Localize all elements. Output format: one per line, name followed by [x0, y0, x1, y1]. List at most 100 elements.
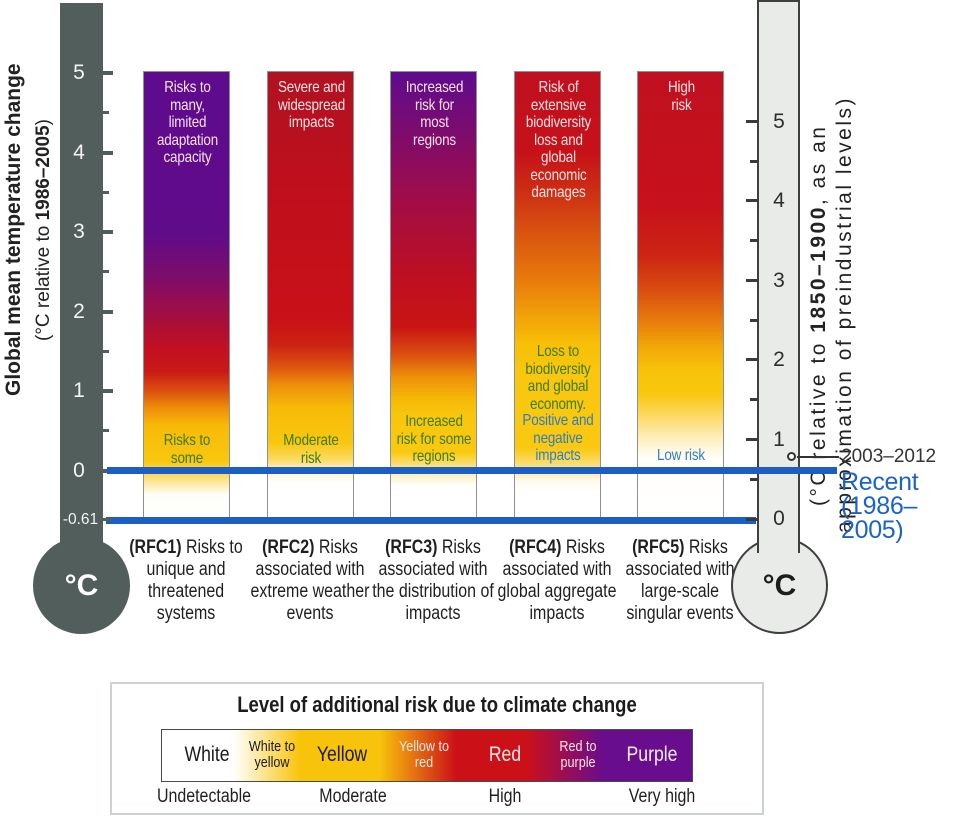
legend-scale-label-yellow: Yellow	[316, 743, 368, 766]
ember-rfc4: Risk of extensive biodiversity loss and …	[514, 71, 601, 520]
left-axis-subtitle-suffix: )	[33, 119, 54, 126]
legend-level-label-high: High	[488, 786, 522, 807]
caption-rfc4: (RFC4) Risks associated with global aggr…	[494, 537, 620, 625]
right-tick-major	[746, 438, 758, 441]
legend-scale-label-purple: Purple	[626, 743, 678, 766]
ember-rfc3-mid-label: Increased risk for some regions	[396, 413, 472, 465]
ember-rfc2-top-label: Severe and widespread impacts	[277, 79, 346, 131]
ember-rfc2: Severe and widespread impacts Moderate r…	[267, 71, 354, 520]
legend-scale-label-red: Red	[488, 743, 522, 766]
ember-rfc5: High risk Low risk	[637, 71, 724, 520]
legend-title: Level of additional risk due to climate …	[237, 692, 637, 717]
caption-rfc3-text: Risks associated with the distribution o…	[372, 537, 494, 624]
marker-2003-2012-dot	[787, 452, 796, 461]
right-tick-major	[746, 279, 758, 282]
ember-rfc3: Increased risk for most regions Increase…	[390, 71, 477, 520]
ember-rfc4-mid-label-green: Loss to biodiversity and global economy.	[525, 343, 591, 413]
right-tick-major	[746, 199, 758, 202]
right-tick-major	[746, 120, 758, 123]
marker-2003-2012-label: 2003–2012	[841, 446, 937, 467]
left-tick-major	[102, 310, 113, 314]
legend-level-label-moderate: Moderate	[319, 786, 387, 807]
left-axis-subtitle: (°C relative to 1986–2005)	[33, 60, 59, 400]
left-tick-minor	[102, 111, 109, 114]
ember-rfc2-mid-label: Moderate risk	[283, 432, 339, 467]
caption-rfc3: (RFC3) Risks associated with the distrib…	[370, 537, 496, 625]
ember-rfc1-mid-label: Risks to some	[163, 432, 211, 467]
left-axis-subtitle-prefix: (°C relative to	[33, 220, 54, 342]
left-thermometer-stem	[60, 3, 103, 560]
right-tick-label: 4	[773, 189, 785, 212]
marker-2003-2012-connector	[797, 456, 839, 458]
left-tick-minor	[102, 350, 109, 353]
right-tick-minor	[750, 239, 758, 242]
ember-rfc1: Risks to many, limited adaptation capaci…	[143, 71, 230, 520]
legend-level-label-undetectable: Undetectable	[156, 786, 252, 807]
right-tick-label: 1	[773, 428, 785, 451]
right-thermometer-unit: °C	[762, 568, 797, 602]
right-thermometer-stem	[757, 0, 800, 553]
ember-rfc5-top-label: High risk	[668, 79, 695, 114]
caption-rfc4-tag: (RFC4)	[509, 537, 562, 558]
caption-rfc1-text: Risks to unique and threatened systems	[146, 537, 243, 624]
ember-rfc3-top-label: Increased risk for most regions	[405, 79, 464, 149]
left-tick-label: 0	[73, 459, 85, 482]
right-tick-minor	[750, 398, 758, 401]
left-tick-label: 4	[73, 141, 85, 164]
legend-gradient-bar	[161, 729, 693, 782]
right-tick-major	[746, 358, 758, 361]
left-tick-label: 2	[73, 300, 85, 323]
left-tick-label: 1	[73, 379, 85, 402]
ember-rfc4-mid-label-blue: Positive and negative impacts	[522, 412, 594, 464]
left-axis-title-text: Global mean temperature change	[2, 63, 25, 397]
caption-rfc3-tag: (RFC3)	[385, 537, 438, 558]
right-axis-label-prefix: (°C relative to	[807, 332, 830, 506]
caption-rfc5-text: Risks associated with large-scale singul…	[625, 537, 735, 624]
right-tick-minor	[750, 478, 758, 481]
caption-rfc5: (RFC5) Risks associated with large-scale…	[617, 537, 743, 625]
caption-rfc2-tag: (RFC2)	[262, 537, 315, 558]
ember-rfc5-mid-label: Low risk	[657, 447, 705, 464]
right-tick-label: 0	[773, 507, 785, 530]
preindustrial-baseline-line	[106, 517, 756, 524]
recent-label: Recent (1986–2005)	[841, 468, 966, 544]
right-tick-label: 3	[773, 269, 785, 292]
recent-label-line2: (1986–2005)	[841, 492, 918, 544]
legend-scale-label-yellow-to-red: Yellow to red	[399, 738, 449, 771]
caption-rfc2: (RFC2) Risks associated with extreme wea…	[247, 537, 373, 625]
right-thermometer-bulb: °C	[731, 537, 828, 634]
left-tick-major	[102, 389, 113, 393]
left-tick-label: 3	[73, 220, 85, 243]
legend-scale-label-white: White	[184, 743, 230, 766]
right-tick-label: 5	[773, 110, 785, 133]
caption-rfc4-text: Risks associated with global aggregate i…	[497, 537, 617, 624]
left-thermometer-unit: °C	[64, 568, 99, 602]
left-tick-major	[102, 230, 113, 234]
left-tick-label-minus061: -0.61	[62, 511, 99, 528]
caption-rfc2-text: Risks associated with extreme weather ev…	[250, 537, 370, 624]
right-tick-label: 2	[773, 348, 785, 371]
legend-scale-label-white-to-yellow: White to yellow	[248, 738, 296, 771]
legend-box: Level of additional risk due to climate …	[110, 682, 764, 815]
legend-scale-label-red-to-purple: Red to purple	[559, 738, 597, 771]
left-axis-title: Global mean temperature change	[2, 40, 32, 420]
ember-rfc1-top-label: Risks to many, limited adaptation capaci…	[156, 79, 219, 166]
right-axis-label-years: 1850–1900	[807, 204, 830, 333]
left-tick-minor	[102, 191, 109, 194]
caption-rfc5-tag: (RFC5)	[632, 537, 685, 558]
legend-level-label-very-high: Very high	[628, 786, 696, 807]
caption-rfc1: (RFC1) Risks to unique and threatened sy…	[123, 537, 249, 625]
left-tick-major	[102, 71, 113, 75]
recent-baseline-line	[107, 467, 837, 474]
left-tick-major	[102, 151, 113, 155]
left-tick-label: 5	[73, 61, 85, 84]
left-tick-extra	[102, 518, 113, 521]
recent-label-line1: Recent	[841, 468, 919, 496]
left-thermometer-bulb: °C	[33, 537, 130, 634]
left-tick-minor	[102, 270, 109, 273]
right-axis-label-line1: (°C relative to 1850–1900, as an	[806, 65, 832, 565]
right-tick-minor	[750, 319, 758, 322]
left-tick-minor	[102, 429, 109, 432]
right-tick-major	[746, 518, 758, 521]
